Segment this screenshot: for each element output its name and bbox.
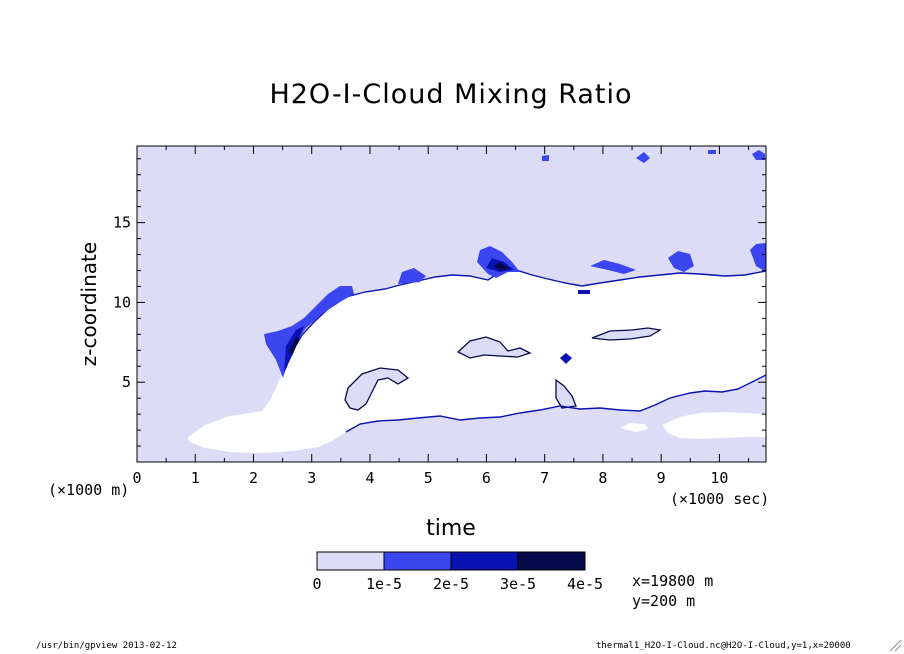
x-units-label: (×1000 sec) (670, 490, 769, 508)
x-tick-label: 1 (191, 469, 200, 487)
cloud-island-5 (560, 353, 572, 364)
x-tick-label: 8 (598, 469, 607, 487)
cloud-free-region-lower (662, 412, 766, 439)
colorbar-label: 0 (312, 575, 321, 593)
colorbar-label: 4e-5 (567, 575, 603, 593)
colorbar-label: 3e-5 (500, 575, 536, 593)
ice-fleck-5 (578, 290, 590, 294)
plot-frame (136, 145, 767, 463)
y-tick-label: 5 (122, 373, 131, 391)
x-axis-ticks: 0 1 2 3 4 5 6 7 8 9 10 (132, 146, 750, 487)
ice-lobe-1-darkest (289, 336, 299, 356)
ice-fleck-3 (752, 150, 765, 160)
ice-fleck-4 (708, 150, 716, 154)
colorbar (316, 551, 586, 571)
plot-area (136, 145, 767, 463)
ice-lobe-2 (398, 268, 426, 284)
cloud-island-2 (456, 336, 532, 359)
colorbar-labels: 0 1e-5 2e-5 3e-5 4e-5 (312, 575, 603, 593)
ice-lobe-4 (590, 260, 636, 274)
x-tick-label: 6 (482, 469, 491, 487)
ice-fleck-1 (636, 152, 650, 163)
x-tick-label: 7 (540, 469, 549, 487)
x-tick-label: 0 (132, 469, 141, 487)
cloud-island-4 (555, 378, 577, 409)
x-tick-label: 4 (365, 469, 374, 487)
y-axis-label: z-coordinate (77, 242, 101, 366)
x-tick-label: 3 (307, 469, 316, 487)
resize-grip-icon[interactable] (888, 638, 902, 652)
y-units-label: (×1000 m) (48, 481, 129, 499)
x-axis-label: time (426, 516, 476, 541)
colorbar-swatch (517, 551, 586, 571)
x-tick-label: 5 (424, 469, 433, 487)
x-tick-label: 2 (249, 469, 258, 487)
y-tick-label: 15 (113, 214, 131, 232)
ice-lobe-3-darkest (494, 262, 510, 270)
ice-fleck-2 (542, 155, 549, 161)
ice-lobe-6 (750, 243, 766, 272)
colorbar-label: 1e-5 (366, 575, 402, 593)
y-tick-label: 10 (113, 293, 131, 311)
colorbar-swatch (450, 551, 519, 571)
x-tick-label: 9 (657, 469, 666, 487)
ice-lobe-5 (668, 251, 694, 272)
cloud-island-1 (344, 367, 410, 411)
footer-right: thermal1_H2O-I-Cloud.nc@H2O-I-Cloud,y=1,… (596, 641, 851, 651)
chart-title: H2O-I-Cloud Mixing Ratio (269, 79, 632, 110)
cloud-island-3 (591, 327, 662, 341)
cloud-free-region-small (620, 423, 648, 432)
annotation-x: x=19800 m (632, 572, 713, 590)
colorbar-swatch (316, 551, 385, 571)
footer-left: /usr/bin/gpview 2013-02-12 (36, 641, 177, 651)
colorbar-label: 2e-5 (433, 575, 469, 593)
x-tick-label: 10 (710, 469, 728, 487)
cloud-free-region-main (187, 270, 766, 453)
colorbar-swatch (383, 551, 452, 571)
y-axis-ticks: 5 10 15 (113, 158, 766, 447)
annotation-y: y=200 m (632, 592, 695, 610)
cloud-edge-lower (345, 374, 767, 433)
